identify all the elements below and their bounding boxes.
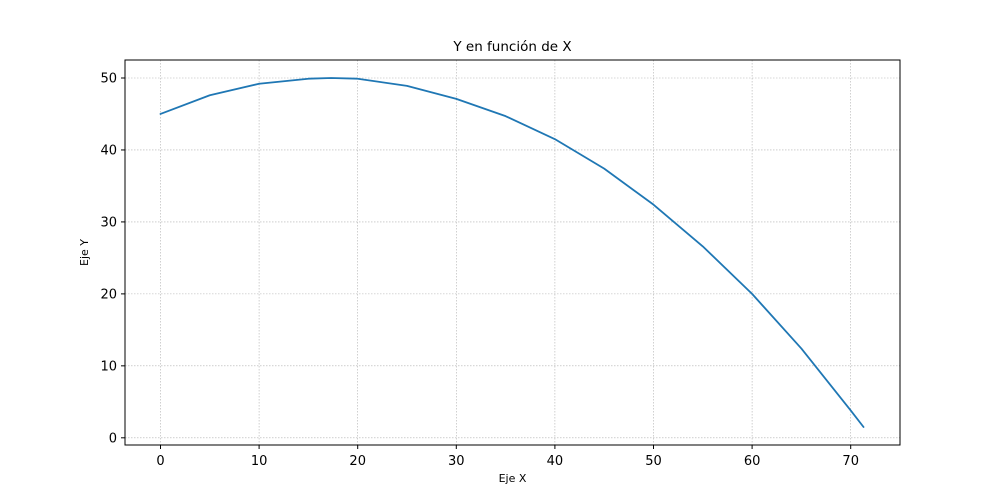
plot-frame — [124, 59, 901, 446]
y-axis-label: Eje Y — [78, 239, 91, 266]
series-layer — [159, 77, 865, 428]
ticks: 0 10 20 30 40 50 60 70 0 10 20 30 40 50 — [100, 71, 859, 469]
x-tick-label: 0 — [156, 454, 164, 469]
y-tick-label: 10 — [100, 359, 117, 374]
series-line — [159, 77, 865, 428]
y-tick-label: 40 — [100, 143, 117, 158]
y-tick-label: 50 — [100, 71, 117, 86]
x-tick-label: 40 — [547, 454, 564, 469]
grid — [125, 60, 900, 445]
x-tick-label: 70 — [842, 454, 859, 469]
x-tick-label: 10 — [251, 454, 268, 469]
x-tick-label: 20 — [349, 454, 366, 469]
x-tick-label: 30 — [448, 454, 465, 469]
y-tick-label: 20 — [100, 287, 117, 302]
chart-title: Y en función de X — [452, 39, 571, 55]
x-tick-label: 60 — [744, 454, 761, 469]
y-tick-label: 0 — [109, 431, 117, 446]
x-axis-label: Eje X — [499, 472, 527, 485]
y-tick-label: 30 — [100, 215, 117, 230]
x-tick-label: 50 — [645, 454, 662, 469]
